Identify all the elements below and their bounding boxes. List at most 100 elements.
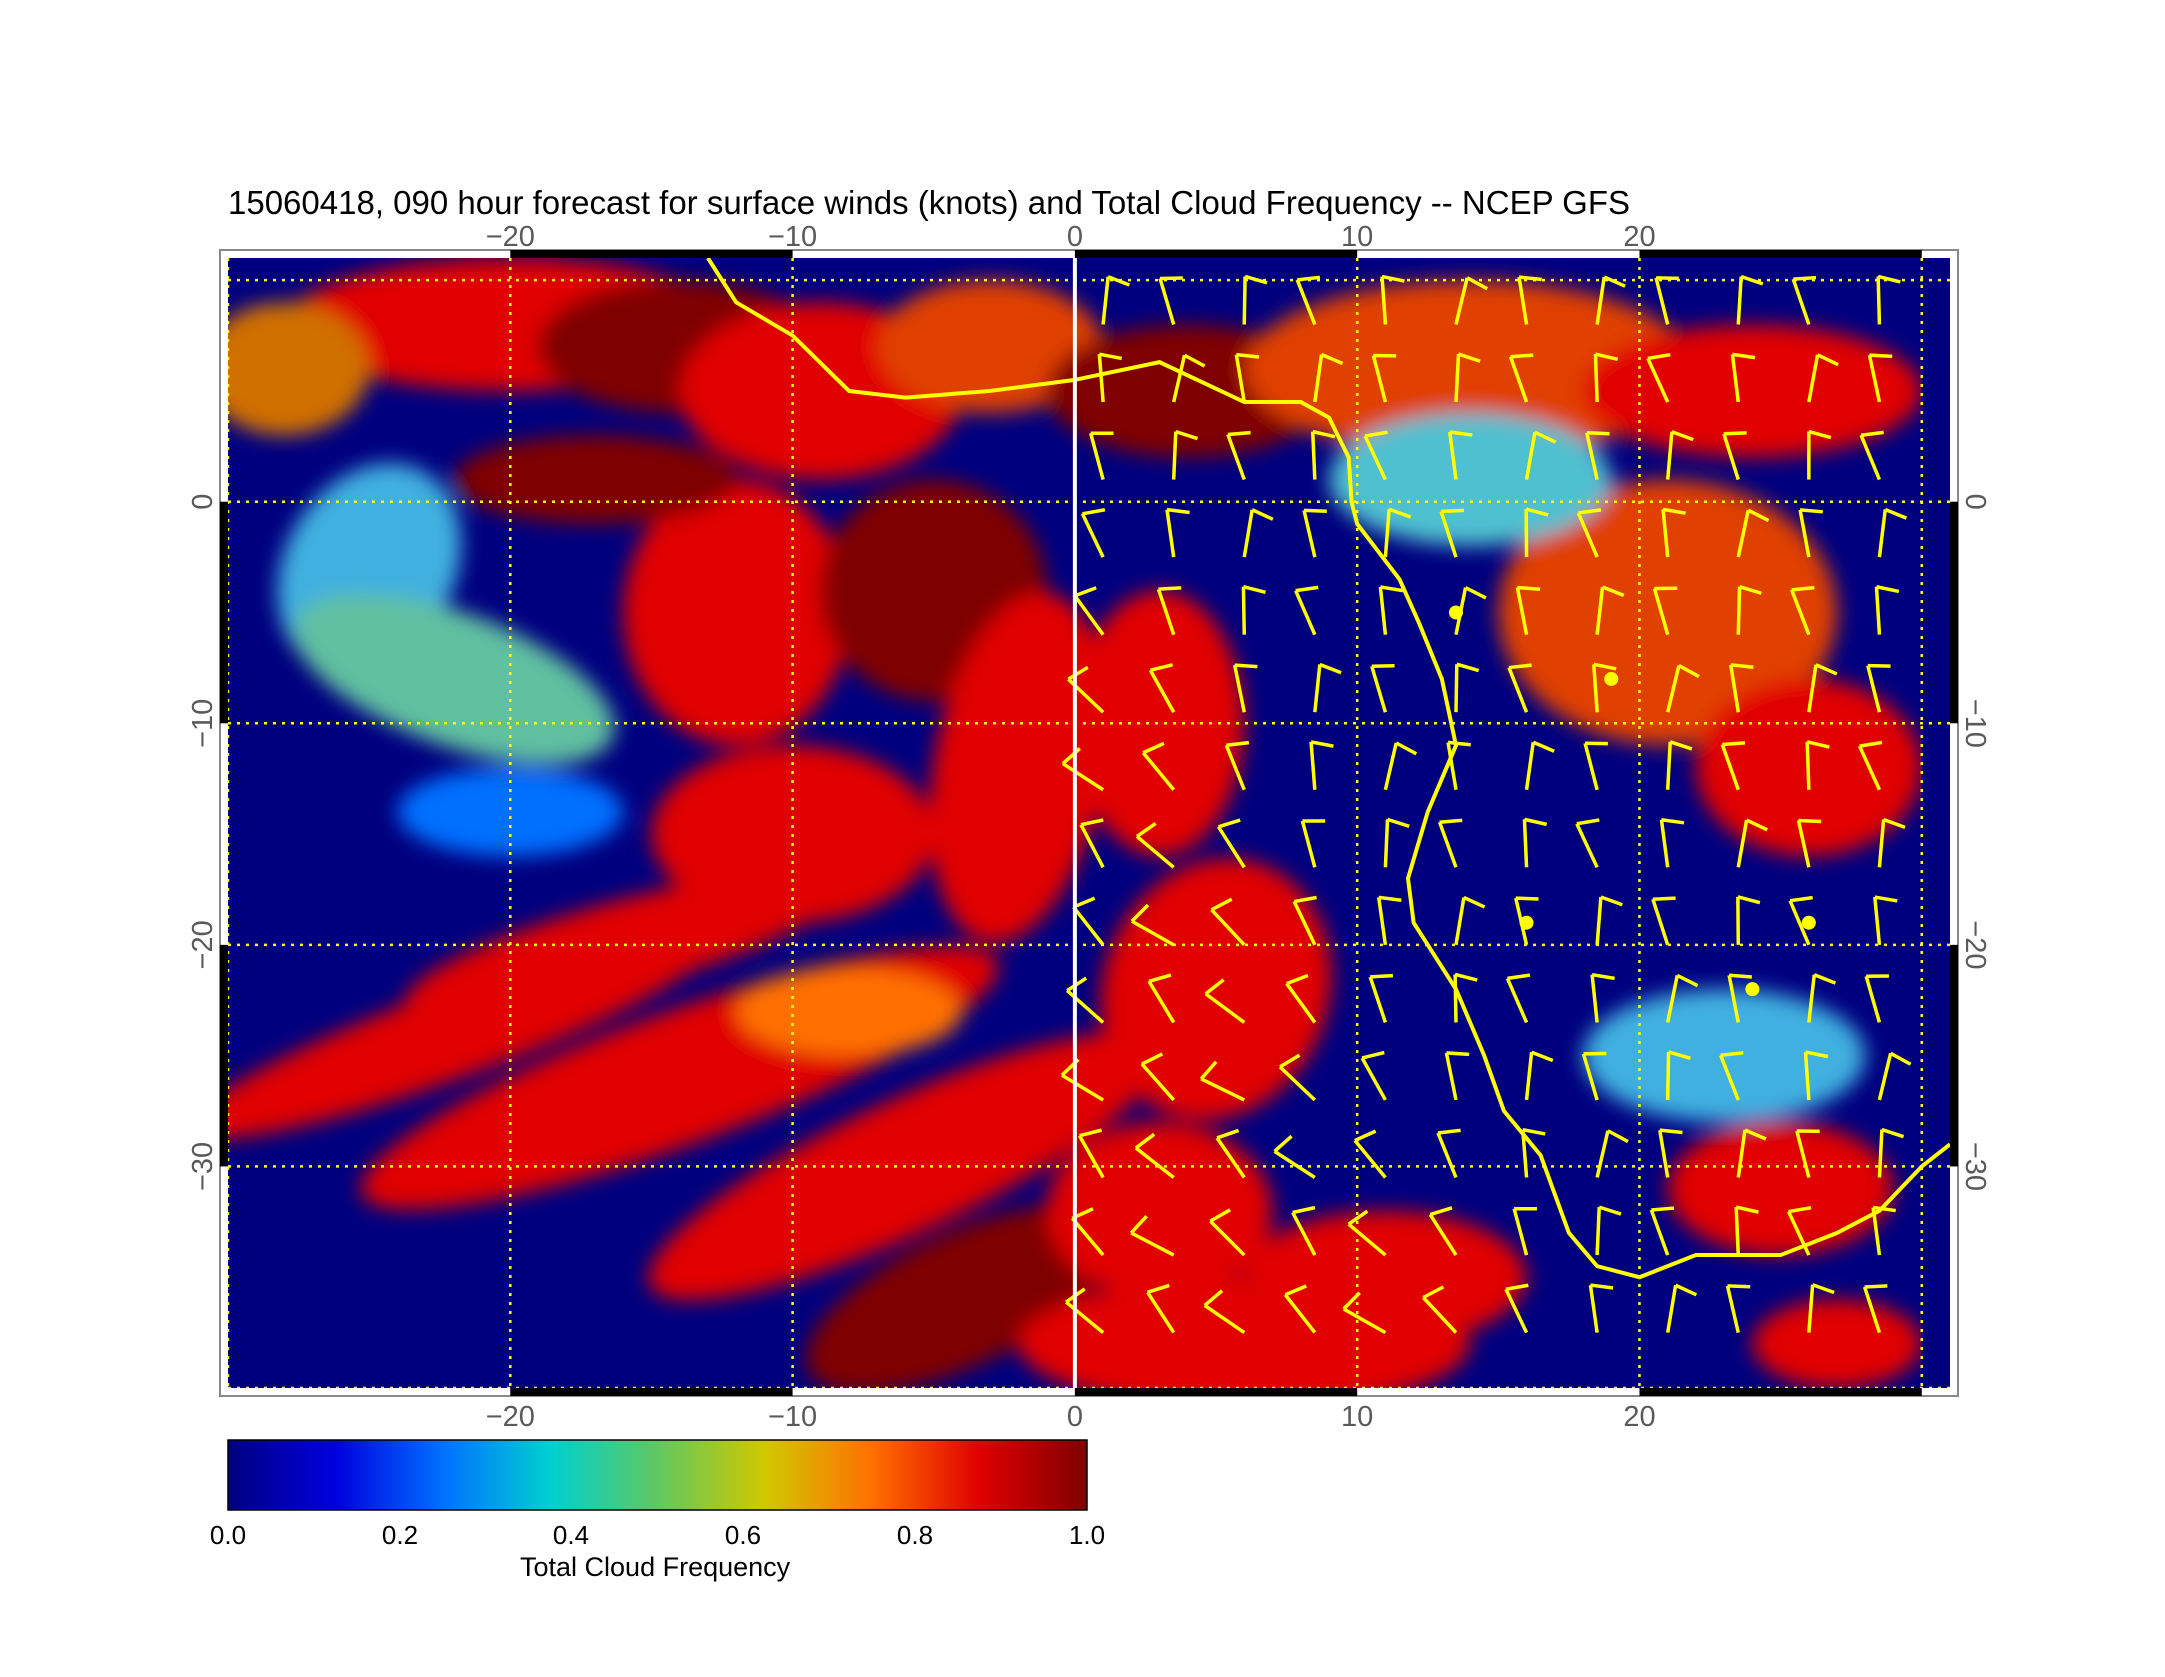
wind-barb <box>1370 663 1395 713</box>
wind-barb <box>1649 1206 1675 1256</box>
wind-barb <box>1444 1051 1470 1101</box>
lat-tick-right: 0 <box>1959 494 1991 510</box>
wind-barb <box>1507 663 1532 713</box>
wind-barb <box>1719 1051 1744 1101</box>
wind-barb <box>1665 973 1699 1023</box>
lon-tick-bottom: 10 <box>1341 1401 1373 1433</box>
lon-tick-top: 10 <box>1341 221 1373 253</box>
wind-barb <box>1877 817 1906 868</box>
wind-barb <box>1725 1284 1751 1334</box>
lon-tick-top: −10 <box>768 221 817 253</box>
cloud-region-32 <box>397 767 624 857</box>
cloud-region-7 <box>228 302 370 436</box>
frame-bar-bottom <box>510 1388 793 1396</box>
cloud-region-28 <box>1752 1299 1922 1388</box>
wind-barb <box>1727 973 1752 1023</box>
wind-barb <box>1871 1205 1896 1256</box>
wind-barb <box>1864 974 1890 1023</box>
wind-barb <box>1857 740 1883 791</box>
wind-barb <box>1294 585 1319 636</box>
wind-barb <box>1652 586 1678 636</box>
lon-tick-bottom: −20 <box>486 1401 535 1433</box>
wind-barb <box>1803 1050 1829 1101</box>
wind-barb <box>1736 818 1768 868</box>
wind-barb <box>1363 430 1388 481</box>
lat-tick-right: −10 <box>1959 699 1991 748</box>
wind-barb <box>1291 1205 1317 1256</box>
wind-barb <box>1795 1129 1820 1178</box>
wind-barb <box>1807 429 1832 480</box>
wind-barb <box>1210 897 1246 947</box>
wind-barb <box>1242 508 1274 558</box>
wind-barb <box>1736 1128 1767 1178</box>
wind-barb <box>1524 507 1549 558</box>
cloud-region-31 <box>736 967 962 1056</box>
wind-barb <box>1659 817 1685 868</box>
wind-barb <box>1791 275 1817 326</box>
wind-barb <box>1595 585 1625 635</box>
lat-tick-right: −20 <box>1959 920 1991 969</box>
frame-bar-right <box>1950 944 1958 1167</box>
wind-barb <box>1722 431 1747 481</box>
wind-barb <box>1342 1291 1387 1335</box>
wind-barb <box>1209 1208 1246 1257</box>
wind-barb <box>1576 508 1602 558</box>
wind-barb <box>1347 1209 1387 1257</box>
inland-water-4 <box>1604 671 1619 686</box>
wind-barb <box>1439 508 1465 558</box>
wind-barb <box>1215 1128 1246 1179</box>
colorbar <box>227 1439 1088 1511</box>
cloud-region-12 <box>929 592 1108 943</box>
wind-barb <box>1421 1285 1458 1334</box>
wind-barb <box>1859 430 1884 481</box>
wind-barb <box>1226 430 1251 481</box>
colorbar-label-2: 0.4 <box>552 1520 590 1550</box>
wind-barb <box>1514 896 1539 946</box>
colorbar-label-0: 0.0 <box>209 1520 247 1550</box>
wind-barb <box>1521 1127 1546 1178</box>
wind-barb <box>1736 585 1762 635</box>
wind-barb <box>1232 663 1258 713</box>
cloud-region-3 <box>877 280 1104 414</box>
frame-bar-left <box>220 944 228 1167</box>
lat-tick-left: −30 <box>187 1142 219 1191</box>
wind-barb <box>1158 276 1183 325</box>
wind-barb <box>1524 1050 1554 1101</box>
wind-barb <box>1129 1214 1175 1257</box>
frame-bar-top <box>1639 250 1922 258</box>
wind-barb <box>1447 430 1473 480</box>
wind-barb <box>1585 430 1610 480</box>
wind-barb <box>1512 1206 1537 1256</box>
wind-barb <box>1061 747 1105 792</box>
wind-barb <box>1736 895 1761 945</box>
lon-tick-top: 20 <box>1623 221 1655 253</box>
wind-barb <box>1285 973 1317 1024</box>
cloud-frequency-field <box>228 258 1950 1388</box>
wind-barb <box>1524 430 1557 480</box>
wind-barb <box>1383 741 1418 791</box>
wind-barb <box>1665 740 1693 790</box>
wind-barb <box>1135 822 1175 869</box>
wind-barb <box>1310 429 1336 480</box>
wind-barb <box>1089 431 1114 481</box>
wind-barbs <box>1060 274 1912 1335</box>
wind-barb <box>1278 1053 1317 1102</box>
wind-barb <box>1436 1128 1461 1179</box>
wind-barb <box>1736 274 1764 325</box>
wind-barb <box>1156 586 1182 636</box>
wind-barb <box>1454 586 1487 636</box>
wind-barb <box>1504 1283 1529 1334</box>
wind-barb <box>1097 352 1123 403</box>
wind-barb <box>1437 818 1463 868</box>
wind-barb <box>1654 276 1679 325</box>
wind-barb <box>1216 818 1246 869</box>
wind-barb <box>1595 1129 1629 1178</box>
lat-tick-left: −10 <box>187 699 219 748</box>
wind-barb <box>1658 1128 1683 1178</box>
colorbar-label-4: 0.8 <box>896 1520 934 1550</box>
cloud-region-23 <box>1244 1210 1527 1344</box>
wind-barb <box>1805 740 1830 790</box>
map-frame-bars <box>220 250 1958 1396</box>
wind-barb <box>1073 586 1105 636</box>
